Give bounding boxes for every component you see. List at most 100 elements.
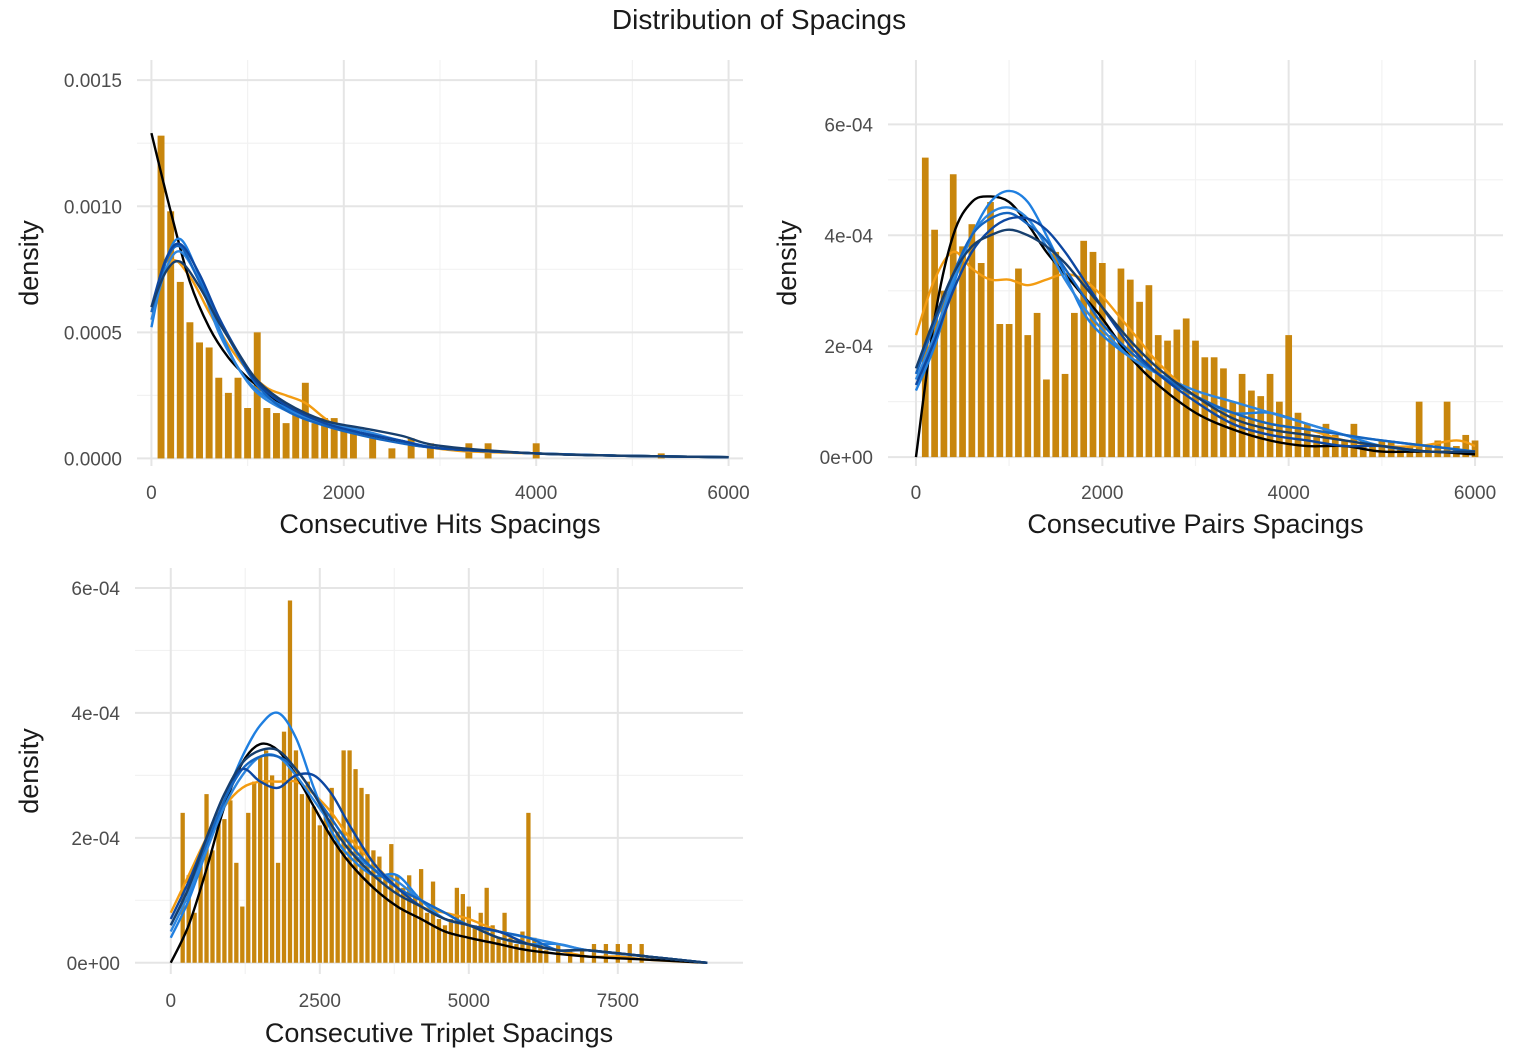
histogram-bar [407,875,412,963]
histogram-bars [157,135,665,459]
histogram-bar [234,862,239,963]
histogram-bar [205,347,213,459]
histogram-bar [1145,285,1153,458]
y-axis-title: density [772,220,802,306]
histogram-bar [591,944,597,963]
histogram-bar [968,224,976,458]
histogram-bar [1117,268,1125,458]
histogram-bar [301,382,309,459]
histogram-bar [157,135,165,459]
histogram-bar [305,781,311,963]
histogram-bar [335,831,340,963]
histogram-bar [317,825,322,963]
histogram-bar [252,781,257,963]
y-tick-label: 0.0010 [64,197,122,218]
x-tick-label: 2000 [323,483,365,504]
y-tick-label: 2e-04 [71,829,120,850]
histogram-bar [215,377,223,459]
histogram-bar [186,322,194,459]
histogram-bar [371,850,376,963]
histogram-bar [1415,401,1423,458]
histogram-bar [349,428,357,459]
histogram-bar [273,413,280,459]
histogram-bar [1276,401,1283,458]
histogram-bar [365,794,370,963]
histogram-bar [224,392,232,459]
histogram-bar [1164,340,1171,458]
histogram-bar [340,428,348,459]
histogram-bar [940,290,948,458]
density-curve-black [914,195,1476,458]
histogram-bar [281,731,287,963]
histogram-bar [567,950,573,963]
histogram-bar [246,812,251,963]
histogram-bar [369,438,377,459]
histogram-bar [532,443,540,459]
histogram-bar [1350,423,1358,458]
x-tick-label: 2000 [1081,483,1123,504]
x-tick-label: 0 [146,483,157,504]
histogram-bar [323,812,328,963]
density-curve-blue5 [150,259,729,459]
density-curve-blue5 [914,228,1476,454]
histogram-bar [407,438,415,459]
histogram-bar [329,787,334,963]
histogram-bar [388,448,396,459]
histogram-bar [1052,251,1060,458]
histogram-bar [1089,251,1097,458]
x-tick-label: 0 [911,483,922,504]
histogram-bar [176,281,184,459]
histogram-bar [395,875,400,963]
y-tick-label: 0e+00 [820,448,873,469]
histogram-bar [167,211,175,459]
histogram-bar [424,912,430,963]
histogram-bar [418,869,424,963]
histogram-bar [472,925,477,963]
histogram-bar [460,894,465,963]
histogram-bar [959,246,966,458]
histogram-bar [292,413,300,459]
histogram-bar [234,377,242,459]
y-axis-title: density [14,728,44,814]
histogram-bar [430,881,436,963]
y-tick-label: 0.0015 [64,71,122,92]
y-tick-label: 4e-04 [71,704,120,725]
histogram-bar [198,862,203,963]
histogram-bar [413,894,418,963]
density-curves [914,189,1476,458]
hits-spacings-panel: 0 2000 4000 6000 0.0000 0.0005 0.0010 0.0015 Con… [14,60,750,539]
histogram-bar [639,944,644,963]
y-axis-title: density [14,220,44,306]
histogram-bar [1071,312,1078,458]
histogram-bar [1192,340,1199,458]
x-axis-title: Consecutive Triplet Spacings [265,1018,613,1048]
histogram-bar [1378,440,1386,458]
x-tick-label: 6000 [1454,483,1496,504]
histogram-bar [1080,240,1088,458]
histogram-bar [377,856,382,963]
histogram-bar [1108,335,1115,458]
histogram-bar [1033,312,1041,458]
tick-labels: 0 2000 4000 6000 0.0000 0.0005 0.0010 0.0015 [64,71,750,504]
histogram-bar [1322,423,1330,458]
histogram-bar [383,875,388,963]
histogram-bar [210,850,215,963]
histogram-bar [240,906,245,963]
histogram-bar [977,263,985,458]
x-tick-label: 0 [165,991,176,1012]
histogram-bar [196,342,203,459]
histogram-bar [448,919,454,963]
histogram-bar [526,812,531,963]
histogram-bar [544,950,549,963]
x-axis-title: Consecutive Hits Spacings [279,509,600,539]
histogram-bar [454,887,460,963]
y-tick-label: 0.0005 [64,323,122,344]
histogram-bar [1285,335,1293,458]
histogram-bar [502,912,507,963]
x-tick-label: 5000 [448,991,490,1012]
histogram-bar [496,937,501,963]
histogram-bar [508,937,513,963]
triplet-spacings-panel: 0 2500 5000 7500 0e+00 2e-04 4e-04 6e-04 Consecu… [14,568,743,1048]
x-tick-label: 2500 [299,991,341,1012]
histogram-bar [222,819,227,963]
